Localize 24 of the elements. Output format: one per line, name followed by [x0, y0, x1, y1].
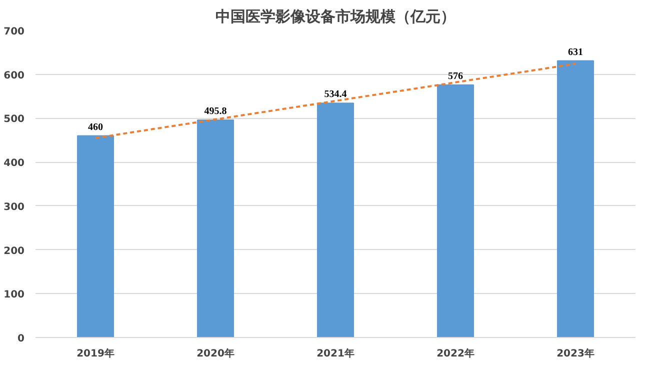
- x-tick-label: 2021年: [316, 348, 354, 360]
- data-label: 534.4: [324, 89, 347, 100]
- x-tick-label: 2022年: [436, 348, 474, 360]
- bar: [77, 135, 114, 338]
- data-label: 631: [568, 46, 583, 58]
- bar: [557, 60, 594, 338]
- data-label: 576: [448, 70, 463, 82]
- y-tick-label: 100: [4, 290, 25, 301]
- bar: [197, 120, 234, 338]
- bar: [437, 84, 474, 338]
- chart-title: 中国医学影像设备市场规模（亿元）: [216, 8, 456, 26]
- bar: [317, 102, 354, 338]
- x-tick-label: 2023年: [556, 348, 594, 360]
- y-tick-label: 300: [4, 202, 25, 213]
- y-tick-label: 700: [4, 26, 25, 38]
- y-tick-label: 400: [4, 158, 25, 170]
- data-label: 460: [88, 122, 103, 133]
- y-tick-label: 0: [18, 334, 25, 344]
- x-tick-label: 2020年: [196, 348, 234, 360]
- y-tick-label: 200: [4, 246, 25, 257]
- data-label: 495.8: [204, 106, 227, 118]
- y-tick-label: 600: [4, 70, 25, 82]
- y-tick-label: 500: [4, 114, 25, 126]
- x-tick-label: 2019年: [76, 348, 114, 360]
